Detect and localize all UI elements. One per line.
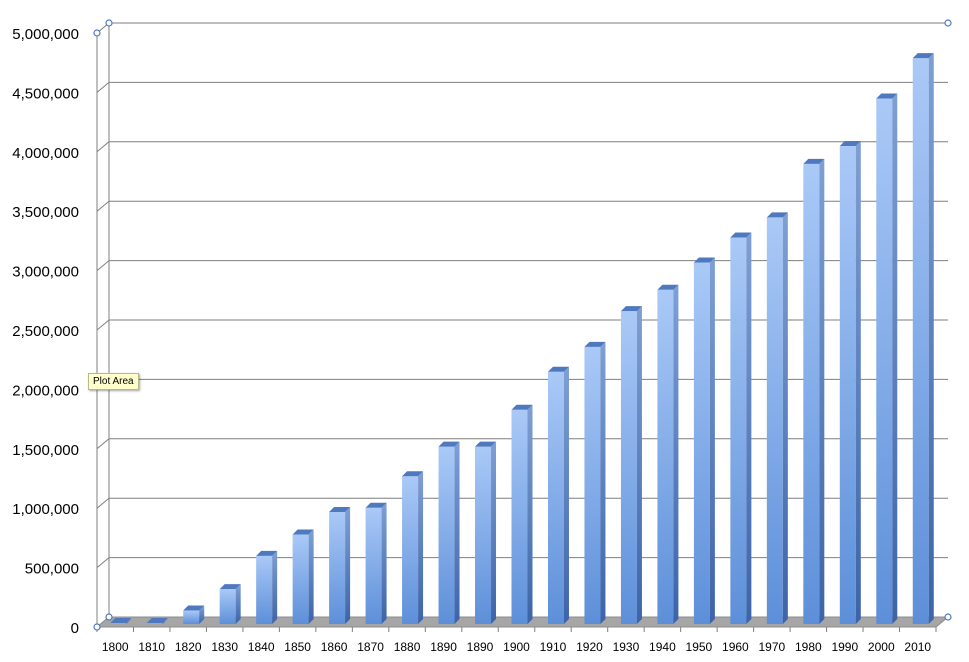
gridline-wall-connector: [96, 200, 110, 212]
bar[interactable]: [402, 471, 424, 624]
bars[interactable]: [110, 53, 934, 625]
resize-handle[interactable]: [105, 613, 113, 621]
y-tick-label: 500,000: [25, 561, 79, 578]
resize-handle[interactable]: [93, 29, 101, 37]
gridline-wall-connector: [96, 260, 110, 271]
bar[interactable]: [292, 529, 314, 624]
x-tick-label: 1990: [831, 640, 858, 654]
bar[interactable]: [657, 284, 679, 624]
bar[interactable]: [876, 93, 898, 624]
plot-area-tooltip: Plot Area: [88, 373, 139, 390]
y-tick-label: 3,000,000: [12, 264, 79, 281]
bar[interactable]: [584, 341, 606, 624]
x-tick-label: 1890: [467, 640, 494, 654]
bar[interactable]: [547, 366, 569, 624]
x-tick-label: 1810: [138, 640, 165, 654]
x-tick-label: 1800: [102, 640, 129, 654]
bar[interactable]: [110, 618, 132, 624]
gridline-wall-connector: [96, 319, 110, 331]
bar[interactable]: [620, 306, 642, 624]
x-tick-label: 1940: [649, 640, 676, 654]
gridline-wall-connector: [96, 141, 110, 153]
bar[interactable]: [146, 618, 168, 624]
gridline-wall-connector: [96, 557, 110, 568]
y-tick-label: 5,000,000: [12, 26, 79, 43]
x-tick-label: 1850: [284, 640, 311, 654]
bar[interactable]: [730, 232, 752, 625]
y-tick-label: 1,000,000: [12, 501, 79, 518]
x-tick-label: 1820: [175, 640, 202, 654]
bar[interactable]: [766, 212, 788, 624]
y-tick-label: 3,500,000: [12, 204, 79, 221]
bar[interactable]: [693, 257, 715, 624]
x-tick-label: 1960: [722, 640, 749, 654]
x-tick-label: 1970: [758, 640, 785, 654]
resize-handle[interactable]: [105, 19, 113, 27]
y-tick-label: 4,500,000: [12, 85, 79, 102]
resize-handle[interactable]: [944, 19, 952, 27]
x-tick-label: 1980: [795, 640, 822, 654]
gridline-wall-connector: [96, 438, 110, 450]
bar[interactable]: [803, 158, 825, 625]
x-tick-label: 1860: [321, 640, 348, 654]
bar[interactable]: [219, 584, 241, 624]
y-axis-tick-labels: 0 500,000 1,000,000 1,500,000 2,000,000 2,500…: [12, 26, 79, 637]
x-tick-label: 1920: [576, 640, 603, 654]
x-tick-label: 1870: [357, 640, 384, 654]
bar[interactable]: [839, 141, 861, 624]
x-tick-label: 1900: [503, 640, 530, 654]
bar[interactable]: [438, 441, 460, 624]
resize-handle[interactable]: [93, 623, 101, 631]
bar[interactable]: [475, 441, 497, 624]
x-tick-label: 1880: [394, 640, 421, 654]
bar[interactable]: [329, 506, 351, 624]
x-axis-tick-labels: 1800 1810 1820 1830 1840 1850 1860 1870 1880 1890…: [102, 640, 932, 654]
y-tick-label: 4,000,000: [12, 145, 79, 162]
x-tick-label: 1910: [540, 640, 567, 654]
y-tick-label: 1,500,000: [12, 442, 79, 459]
bar[interactable]: [912, 53, 934, 625]
x-tick-label: 1840: [248, 640, 275, 654]
bar[interactable]: [511, 404, 533, 624]
y-tick-label: 2,000,000: [12, 382, 79, 399]
y-tick-label: 2,500,000: [12, 323, 79, 340]
x-tick-label: 2010: [904, 640, 931, 654]
x-tick-label: 2000: [868, 640, 895, 654]
bar[interactable]: [183, 605, 205, 624]
x-tick-label: 1930: [613, 640, 640, 654]
gridline-wall-connector: [96, 82, 110, 93]
y-tick-label: 0: [71, 620, 79, 637]
x-tick-label: 1830: [211, 640, 238, 654]
x-tick-label: 1950: [686, 640, 713, 654]
selection-handles[interactable]: [93, 19, 952, 631]
resize-handle[interactable]: [944, 613, 952, 621]
bar[interactable]: [365, 502, 387, 624]
x-tick-label: 1890: [430, 640, 457, 654]
bar[interactable]: [256, 550, 278, 624]
gridline-wall-connector: [96, 497, 110, 509]
